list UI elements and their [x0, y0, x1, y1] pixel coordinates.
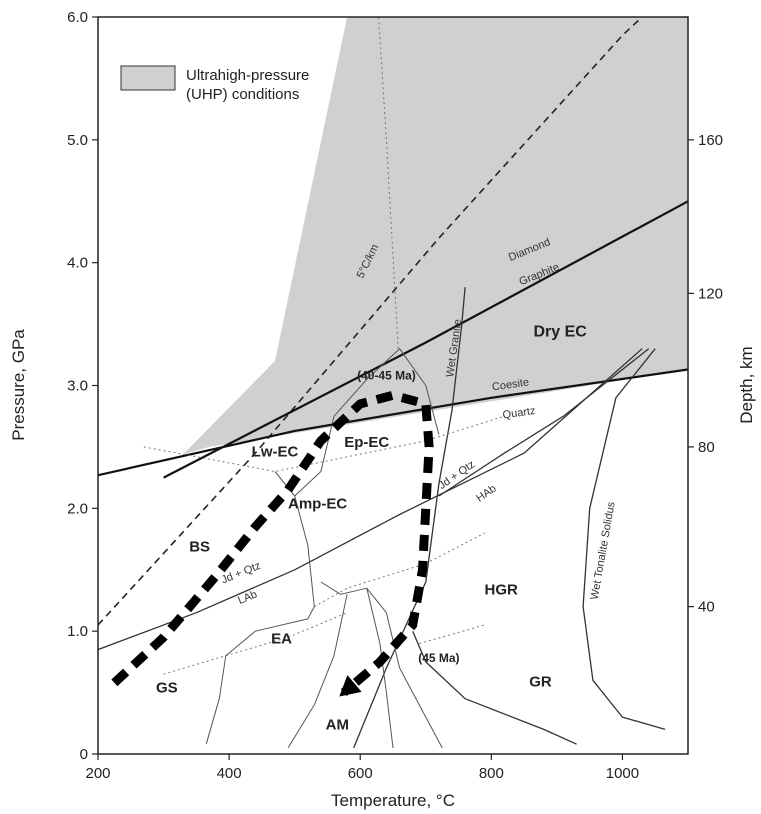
legend-label-line2: (UHP) conditions — [186, 86, 299, 103]
line-facies-boundary-1 — [205, 606, 315, 745]
region-label-hgr: HGR — [484, 581, 518, 598]
line-gridline-mid — [314, 532, 486, 608]
curves-layer — [98, 17, 688, 749]
y-axis-title: Pressure, GPa — [9, 329, 28, 441]
y-tick-label: 5.0 — [67, 132, 88, 149]
x-tick-label: 200 — [85, 765, 110, 782]
region-label-amp-ec: Amp-EC — [288, 495, 347, 512]
x-tick-label: 400 — [217, 765, 242, 782]
line-coesite-quartz — [98, 368, 688, 477]
legend-swatch — [120, 65, 176, 91]
line-jd-qtz-hab — [438, 348, 650, 497]
x-tick-label: 1000 — [606, 765, 639, 782]
age-label: (40-45 Ma) — [357, 368, 416, 382]
curve-label-wet-tonalite-solidus: Wet Tonalite Solidus — [589, 500, 618, 600]
curve-label-hab: HAb — [474, 483, 498, 505]
y2-tick-label: 80 — [698, 439, 715, 456]
x-tick-label: 600 — [348, 765, 373, 782]
uhp-region-layer — [183, 17, 688, 455]
y-tick-label: 3.0 — [67, 378, 88, 395]
line-gridline-t — [378, 17, 399, 349]
x-axis-title: Temperature, °C — [331, 791, 455, 810]
region-label-bs: BS — [189, 538, 210, 555]
axes-layer: 200 400 600 800 1000 0 1.0 2.0 3.0 4.0 5.0 6.0 40 80 1… — [67, 9, 723, 782]
y2-tick-label: 40 — [698, 599, 715, 616]
curve-label-coesite: Coesite — [491, 376, 530, 393]
line-wet-tonalite-solidus — [582, 348, 666, 731]
region-label-dry-ec: Dry EC — [533, 323, 587, 340]
y2-tick-label: 120 — [698, 285, 723, 302]
pt-path — [111, 390, 434, 697]
line-facies-boundary-2 — [274, 471, 315, 607]
line-wet-granite — [353, 287, 466, 749]
y2-axis-title: Depth, km — [737, 346, 756, 423]
curve-label-quartz: Quartz — [502, 405, 536, 421]
region-label-ea: EA — [271, 630, 292, 647]
line-gridline-low — [163, 612, 348, 675]
line-gridline-p — [143, 415, 505, 472]
pt-path-layer — [111, 390, 434, 697]
region-label-lw-ec: Lw-EC — [252, 444, 299, 461]
uhp-region — [183, 17, 688, 455]
y2-tick-label: 160 — [698, 132, 723, 149]
y-tick-label: 2.0 — [67, 500, 88, 517]
line-facies-boundary-6 — [366, 588, 394, 748]
line-5-c-km — [98, 17, 643, 626]
y-tick-label: 4.0 — [67, 255, 88, 272]
region-label-am: AM — [326, 716, 349, 733]
curve-label-lab: LAb — [236, 588, 259, 606]
y-tick-label: 0 — [80, 746, 88, 763]
line-gridline-lower — [419, 624, 485, 644]
legend-label-line1: Ultrahigh-pressure — [186, 67, 309, 84]
x-tick-label: 800 — [479, 765, 504, 782]
line-wet-granite-low-p — [412, 630, 577, 745]
line-diamond-graphite — [163, 200, 688, 479]
line-facies-boundary-3 — [294, 348, 440, 497]
line-facies-boundary-4 — [320, 581, 443, 749]
region-label-gr: GR — [529, 673, 552, 690]
region-label-ep-ec: Ep-EC — [344, 434, 389, 451]
y-tick-label: 1.0 — [67, 623, 88, 640]
age-label: (45 Ma) — [418, 651, 459, 665]
legend: Ultrahigh-pressure (UHP) conditions — [120, 65, 309, 103]
line-facies-boundary-5 — [287, 594, 348, 749]
pt-path-arrowhead — [339, 675, 362, 697]
y-tick-label: 6.0 — [67, 9, 88, 26]
region-label-gs: GS — [156, 680, 178, 697]
